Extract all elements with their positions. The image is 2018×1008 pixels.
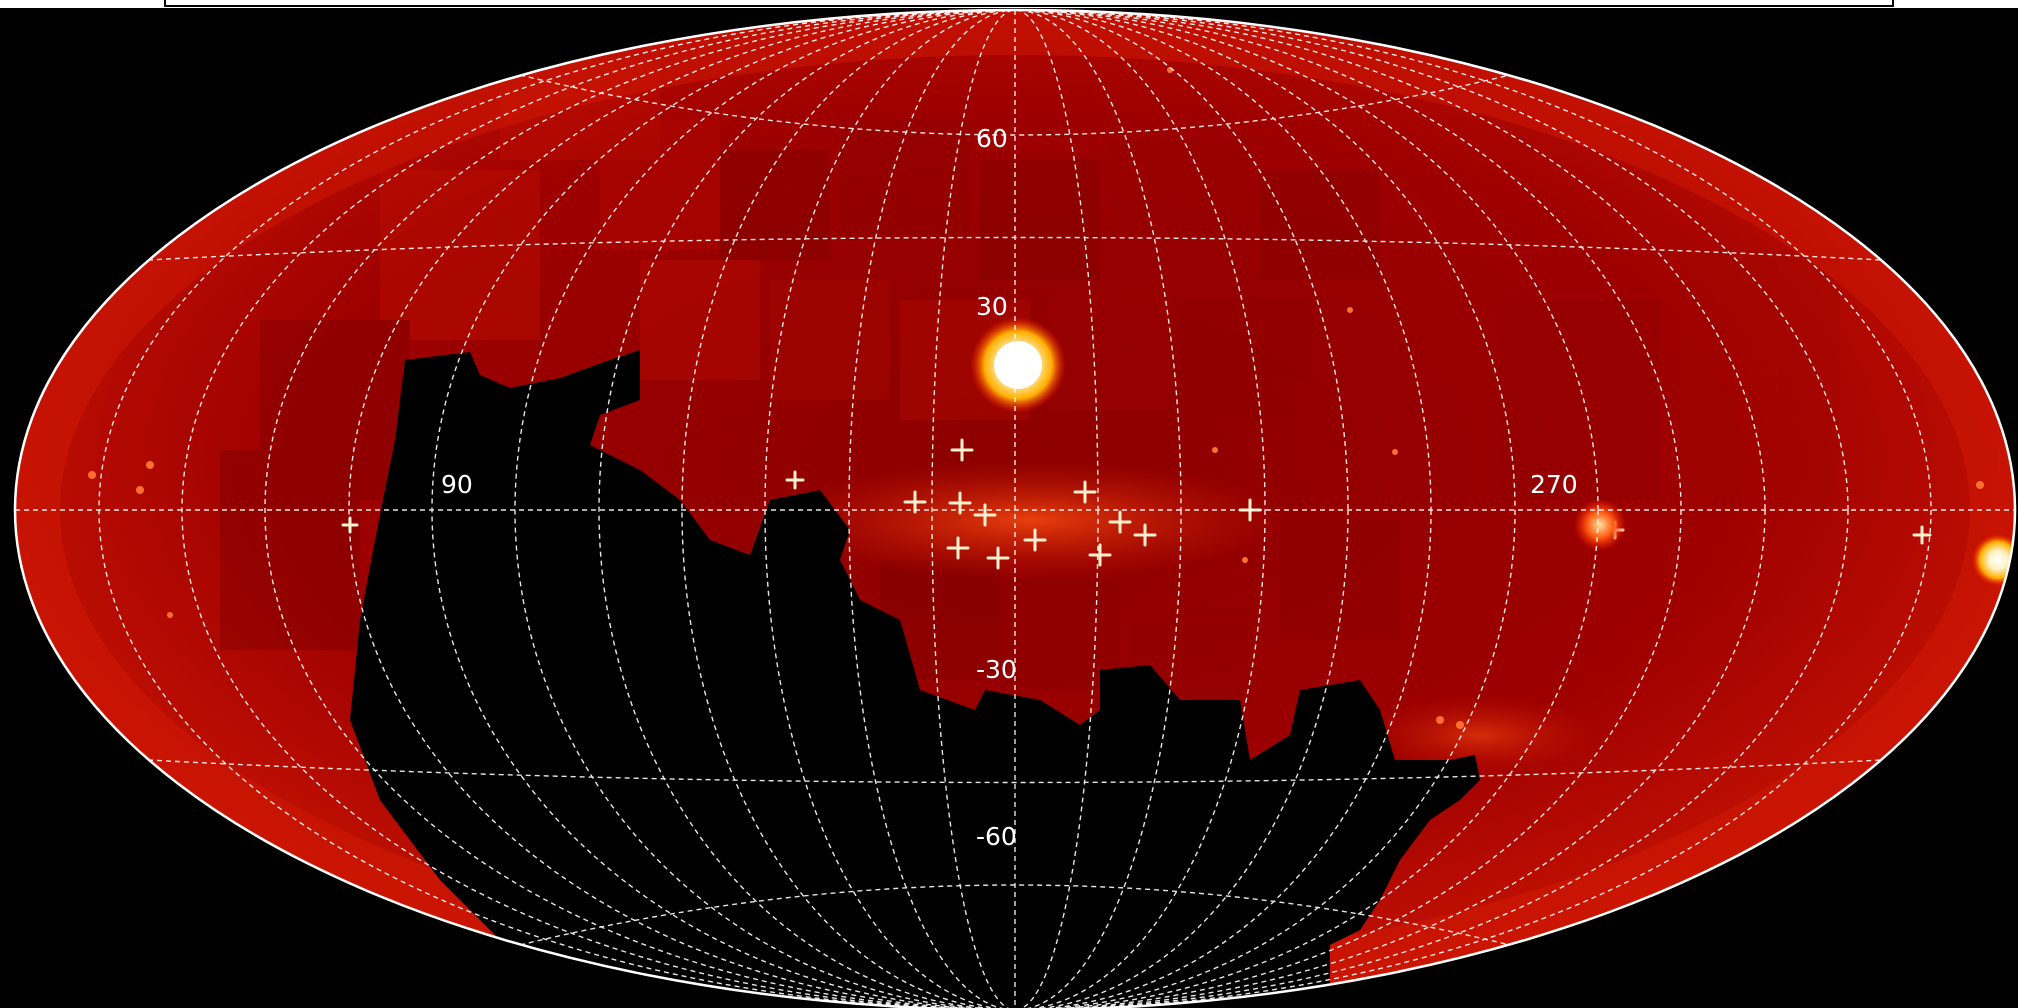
sky-content (15, 10, 2015, 1008)
sky-outline (14, 8, 2016, 1008)
longitude-label-90: 90 (441, 470, 473, 499)
latitude-label-minus-30: -30 (976, 655, 1017, 684)
point-sources (341, 438, 1932, 570)
graticule (15, 10, 2015, 1008)
top-box-border (164, 0, 1894, 7)
plane-glow (770, 460, 1290, 580)
mosaic-tiles (220, 60, 1840, 720)
latitude-label-60: 60 (976, 124, 1008, 153)
extended-source-right-1 (1574, 499, 1626, 551)
longitude-label-270: 270 (1530, 470, 1578, 499)
unobserved-region (350, 350, 1480, 1008)
latitude-label-30: 30 (976, 292, 1008, 321)
top-strip (0, 0, 2018, 8)
latitude-label-minus-60: -60 (976, 822, 1017, 851)
